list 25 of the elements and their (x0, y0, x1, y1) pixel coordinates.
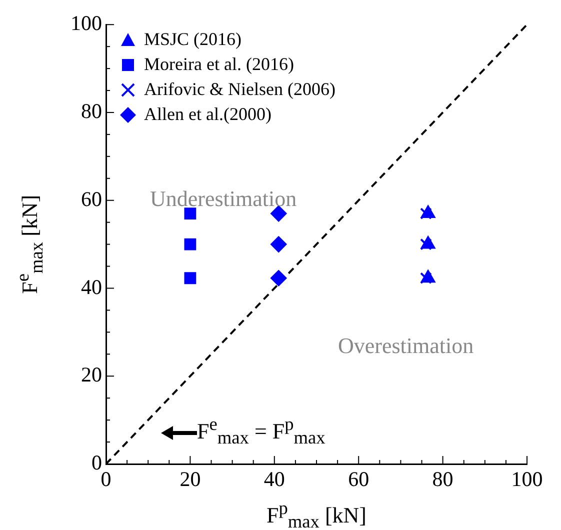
x-tick-label: 20 (180, 467, 201, 492)
legend-label: Arifovic & Nielsen (2006) (144, 78, 336, 101)
annotation: Overestimation (338, 333, 474, 359)
y-tick-label: 20 (81, 362, 102, 387)
x-tick-label: 60 (348, 467, 370, 492)
point (270, 206, 287, 222)
y-tick-label: 100 (70, 11, 102, 36)
y-tick-label: 40 (81, 274, 102, 299)
y-tick-label: 0 (92, 450, 102, 475)
x-tick-label: 100 (511, 467, 543, 492)
point (270, 236, 287, 252)
point (184, 208, 196, 220)
legend-label: Allen et al.(2000) (144, 103, 272, 126)
y-tick-label: 60 (81, 186, 102, 211)
x-axis-title: F$^{p}$$_{max}$ [kN] (265, 498, 368, 530)
x-tick-label: 80 (432, 467, 454, 492)
point (184, 272, 196, 284)
annotation: Underestimation (150, 186, 297, 212)
legend-label: MSJC (2016) (144, 28, 242, 51)
point (270, 270, 287, 286)
legend-label: Moreira et al. (2016) (144, 53, 294, 76)
point (421, 206, 436, 218)
point (184, 238, 196, 250)
x-tick-label: 40 (264, 467, 285, 492)
y-tick-label: 80 (81, 98, 102, 123)
